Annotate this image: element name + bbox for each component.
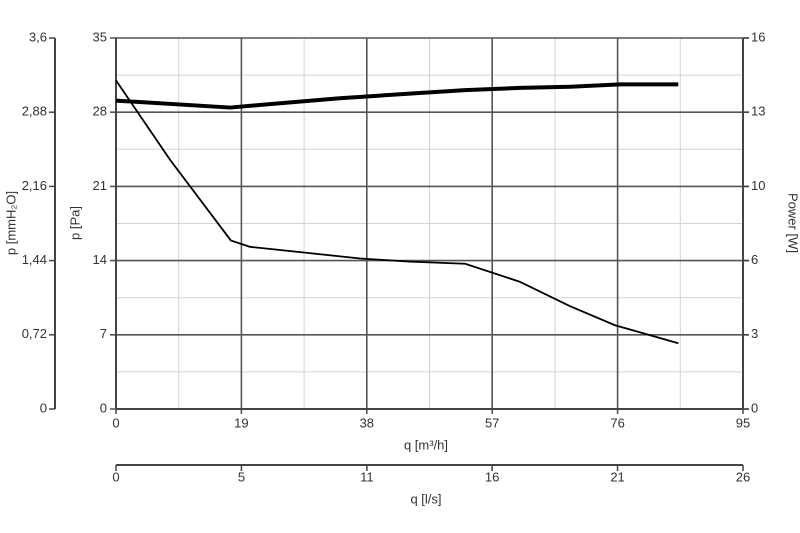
y2-tick-label: 16 xyxy=(751,29,765,44)
x2-axis-title: q [l/s] xyxy=(410,491,441,506)
x-tick-label: 76 xyxy=(610,415,624,430)
y3-tick-label: 1,44 xyxy=(22,252,47,267)
data-line xyxy=(115,79,679,345)
y-tick-label: 0 xyxy=(100,400,107,415)
x2-tick-label: 0 xyxy=(112,469,119,484)
x-tick-label: 38 xyxy=(360,415,374,430)
x2-tick-label: 26 xyxy=(736,469,750,484)
y-axis-title: p [Pa] xyxy=(67,206,82,240)
y3-tick-label: 0,72 xyxy=(22,326,47,341)
y-tick-label: 28 xyxy=(93,104,107,119)
y-tick-label: 21 xyxy=(93,178,107,193)
y2-tick-label: 10 xyxy=(751,178,765,193)
x2-tick-label: 21 xyxy=(610,469,624,484)
y2-tick-label: 6 xyxy=(751,252,758,267)
x-tick-label: 0 xyxy=(112,415,119,430)
x-tick-label: 57 xyxy=(485,415,499,430)
y-tick-label: 7 xyxy=(100,326,107,341)
y-tick-label: 14 xyxy=(93,252,107,267)
data-line xyxy=(115,82,679,110)
y-tick-label: 35 xyxy=(93,29,107,44)
x-tick-label: 95 xyxy=(736,415,750,430)
x-tick-label: 19 xyxy=(234,415,248,430)
y2-tick-label: 3 xyxy=(751,326,758,341)
x2-tick-label: 11 xyxy=(360,469,374,484)
y3-tick-label: 3,6 xyxy=(29,29,47,44)
y3-axis-title: p [mmH₂O] xyxy=(3,191,18,255)
y3-tick-label: 2,88 xyxy=(22,104,47,119)
y2-axis-title: Power [W] xyxy=(786,193,800,253)
y3-tick-label: 2,16 xyxy=(22,178,47,193)
y2-tick-label: 13 xyxy=(751,104,765,119)
x-axis-title: q [m³/h] xyxy=(404,437,448,452)
y3-tick-label: 0 xyxy=(40,400,47,415)
x2-tick-label: 5 xyxy=(238,469,245,484)
x2-tick-label: 16 xyxy=(485,469,499,484)
y2-tick-label: 0 xyxy=(751,400,758,415)
